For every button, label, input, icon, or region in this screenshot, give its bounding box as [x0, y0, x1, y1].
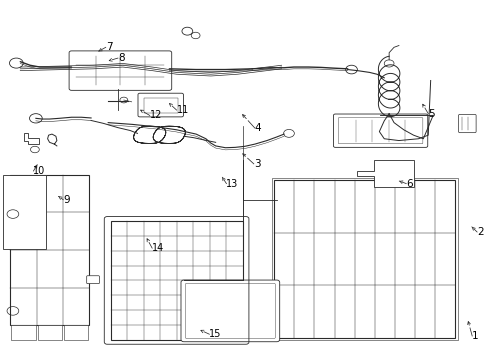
Polygon shape	[24, 134, 39, 144]
FancyBboxPatch shape	[138, 93, 183, 117]
Bar	[111, 221, 243, 339]
Text: 6: 6	[406, 179, 413, 189]
Bar	[11, 325, 36, 339]
FancyBboxPatch shape	[69, 51, 172, 90]
Bar	[38, 325, 62, 339]
Text: 1: 1	[472, 331, 479, 341]
Text: 3: 3	[254, 159, 260, 169]
Polygon shape	[357, 160, 414, 187]
Text: 12: 12	[150, 111, 162, 121]
Text: 13: 13	[226, 179, 239, 189]
Text: 8: 8	[118, 53, 124, 63]
Text: 7: 7	[106, 42, 112, 52]
FancyBboxPatch shape	[333, 114, 428, 147]
Text: 9: 9	[63, 195, 70, 205]
Bar	[144, 98, 177, 113]
Text: 4: 4	[255, 123, 261, 133]
Text: 15: 15	[209, 329, 221, 339]
Text: 14: 14	[152, 243, 165, 253]
Text: 5: 5	[428, 109, 435, 119]
Bar	[272, 178, 458, 339]
Text: 11: 11	[176, 105, 189, 115]
FancyBboxPatch shape	[87, 276, 99, 284]
Bar	[274, 180, 455, 338]
Text: 2: 2	[477, 227, 484, 237]
Text: 10: 10	[33, 166, 46, 176]
Bar	[3, 175, 46, 249]
FancyBboxPatch shape	[181, 280, 280, 342]
Bar	[10, 175, 89, 325]
FancyBboxPatch shape	[459, 114, 476, 133]
Bar	[64, 325, 88, 339]
